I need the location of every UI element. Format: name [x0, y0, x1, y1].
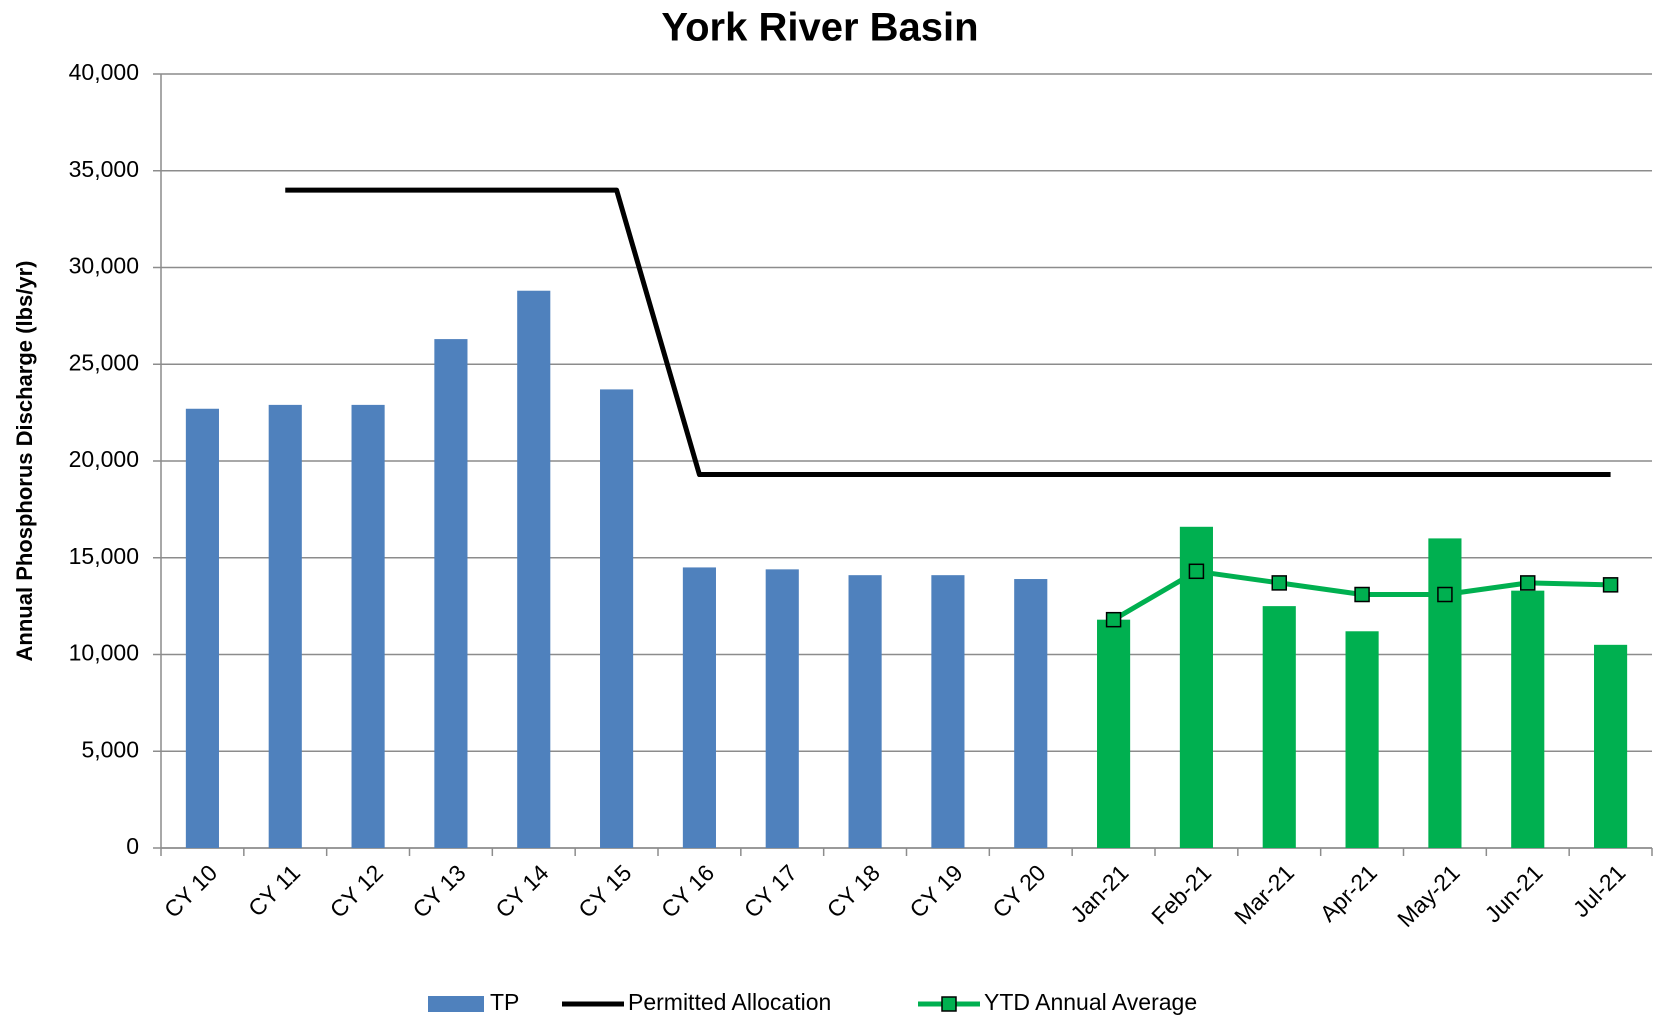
legend-label: YTD Annual Average — [984, 989, 1197, 1015]
bar — [1345, 631, 1379, 848]
bar — [1428, 538, 1462, 848]
marker — [1520, 575, 1536, 591]
legend-swatch — [428, 996, 484, 1012]
line — [285, 187, 1611, 478]
x-tick-label: CY 10 — [159, 859, 222, 922]
bar — [1594, 644, 1628, 848]
y-tick-label: 5,000 — [81, 736, 139, 762]
y-tick-label: 15,000 — [69, 543, 139, 569]
bar — [1014, 579, 1048, 848]
x-tick-label: Feb-21 — [1146, 859, 1216, 929]
marker — [1105, 611, 1122, 628]
y-tick-label: 10,000 — [69, 640, 139, 666]
bar — [351, 404, 385, 848]
x-tick-label: Jun-21 — [1479, 859, 1547, 927]
bar — [268, 404, 302, 848]
x-tick-label: CY 16 — [656, 859, 719, 922]
x-tick-label: May-21 — [1392, 859, 1465, 932]
x-tick-label: CY 18 — [822, 859, 885, 922]
y-tick-label: 35,000 — [69, 156, 139, 182]
y-tick-label: 0 — [126, 833, 139, 859]
x-tick-label: Jul-21 — [1568, 859, 1631, 922]
y-tick-label: 40,000 — [69, 59, 139, 85]
y-axis-label: Annual Phosphorus Discharge (lbs/yr) — [12, 261, 37, 662]
bar — [1097, 619, 1131, 848]
x-tick-label: CY 13 — [407, 859, 470, 922]
bar — [1262, 606, 1296, 848]
marker — [1354, 586, 1370, 603]
legend-marker — [941, 996, 957, 1012]
x-tick-label: CY 20 — [987, 859, 1050, 922]
marker — [1271, 575, 1287, 591]
chart-title: York River Basin — [661, 6, 978, 50]
marker — [1437, 586, 1453, 603]
marker — [1188, 563, 1205, 580]
x-tick-label: CY 17 — [739, 859, 802, 922]
bar — [848, 575, 882, 848]
x-tick-label: CY 12 — [325, 859, 388, 922]
y-tick-label: 25,000 — [69, 349, 139, 375]
x-tick-label: CY 14 — [490, 859, 553, 922]
bar — [931, 575, 965, 848]
bar — [600, 389, 634, 848]
legend-label: TP — [490, 989, 519, 1015]
x-tick-label: Jan-21 — [1065, 859, 1133, 927]
y-tick-label: 30,000 — [69, 253, 139, 279]
legend-label: Permitted Allocation — [628, 989, 831, 1015]
bar — [185, 408, 219, 848]
x-tick-label: CY 19 — [904, 859, 967, 922]
x-tick-label: Apr-21 — [1315, 859, 1382, 926]
bar — [517, 290, 551, 849]
bar — [434, 339, 468, 848]
y-tick-label: 20,000 — [69, 446, 139, 472]
bar — [1511, 590, 1545, 848]
x-tick-label: CY 11 — [243, 859, 305, 921]
x-tick-label: CY 15 — [573, 859, 636, 922]
marker — [1602, 577, 1619, 593]
x-tick-label: Mar-21 — [1229, 859, 1299, 929]
bar — [765, 569, 799, 848]
bar — [682, 567, 716, 848]
